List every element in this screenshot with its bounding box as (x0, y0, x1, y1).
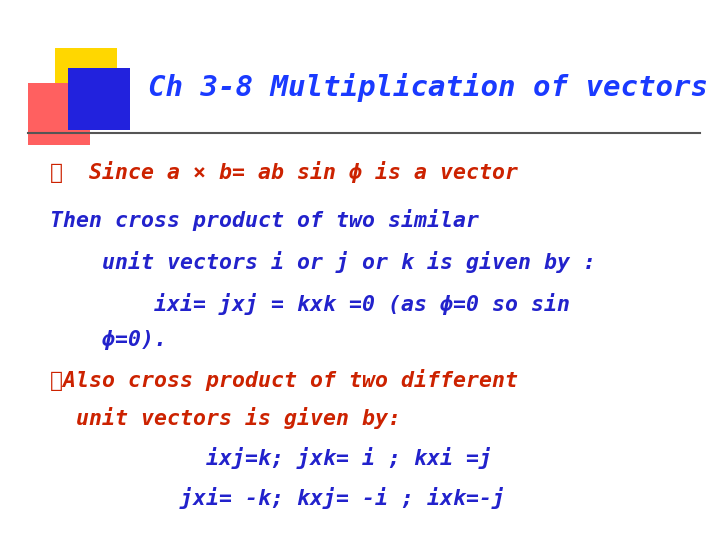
Text: Then cross product of two similar: Then cross product of two similar (50, 209, 479, 231)
Bar (55, 48, 117, 110)
Bar (28, 83, 90, 145)
Text: ❖Also cross product of two different: ❖Also cross product of two different (50, 369, 518, 391)
Text: ixj=k; jxk= i ; kxi =j: ixj=k; jxk= i ; kxi =j (50, 447, 492, 469)
Text: unit vectors is given by:: unit vectors is given by: (50, 407, 401, 429)
Text: ϕ=0).: ϕ=0). (50, 330, 167, 350)
Text: Ch 3-8 Multiplication of vectors: Ch 3-8 Multiplication of vectors (148, 73, 708, 103)
Text: unit vectors i or j or k is given by :: unit vectors i or j or k is given by : (50, 251, 596, 273)
Text: ❖  Since a × b= ab sin ϕ is a vector: ❖ Since a × b= ab sin ϕ is a vector (50, 161, 518, 183)
Text: jxi= -k; kxj= -i ; ixk=-j: jxi= -k; kxj= -i ; ixk=-j (50, 487, 505, 509)
Text: ixi= jxj = kxk =0 (as ϕ=0 so sin: ixi= jxj = kxk =0 (as ϕ=0 so sin (50, 293, 570, 315)
Bar (68, 68, 130, 130)
